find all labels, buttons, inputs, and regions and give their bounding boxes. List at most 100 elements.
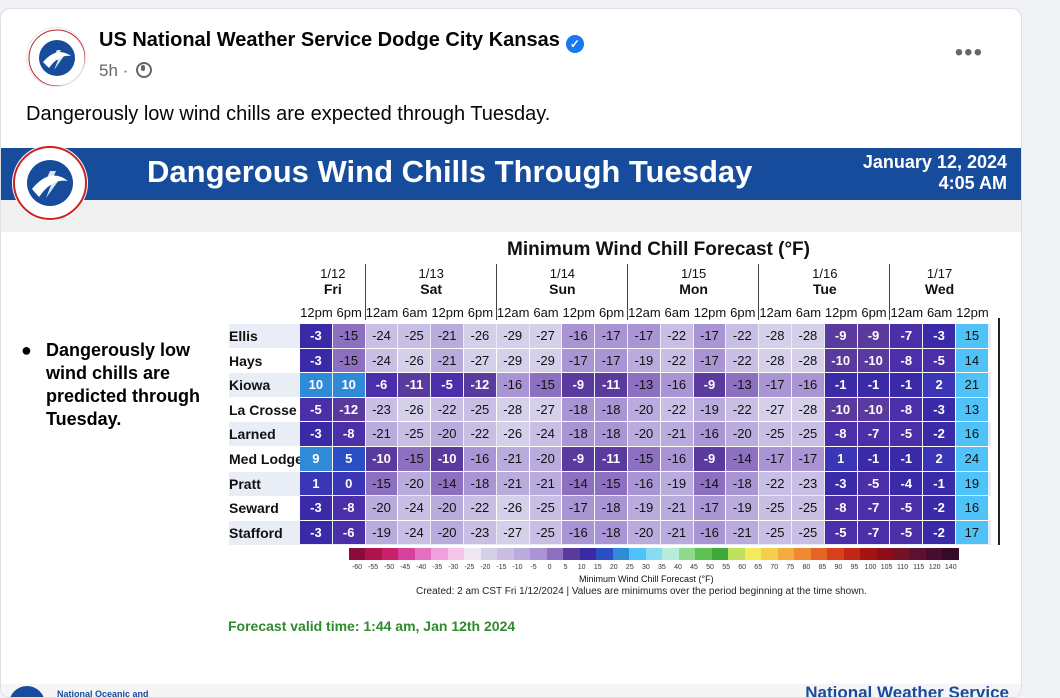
table-cell: 2 xyxy=(923,447,955,471)
scale-tick-label: -60 xyxy=(351,564,363,571)
table-cell: -7 xyxy=(890,324,923,348)
table-cell: -14 xyxy=(562,471,595,496)
table-cell: -9 xyxy=(824,324,857,348)
hour-header: 12am xyxy=(890,305,924,320)
hour-header: 12am xyxy=(759,305,792,320)
table-cell: -14 xyxy=(431,471,463,496)
day-date: 1/17 xyxy=(926,266,953,281)
table-cell: -6 xyxy=(365,373,398,397)
table-cell: 24 xyxy=(956,447,988,471)
graphic-date-time: 4:05 AM xyxy=(938,173,1007,193)
table-cell: -25 xyxy=(398,324,431,348)
table-cell: -12 xyxy=(332,397,365,422)
table-cell: -15 xyxy=(595,471,627,496)
scale-swatch xyxy=(876,548,893,560)
scale-swatch xyxy=(728,548,745,560)
table-cell: 0 xyxy=(332,471,365,496)
table-cell: 17 xyxy=(956,520,988,545)
scale-tick-label: 110 xyxy=(897,564,909,571)
color-scale xyxy=(349,548,959,560)
more-options-icon[interactable]: ••• xyxy=(954,39,983,66)
table-cell: -5 xyxy=(890,496,923,520)
scale-swatch xyxy=(530,548,547,560)
hour-header: 12am xyxy=(496,305,530,320)
table-cell: -25 xyxy=(759,520,791,545)
table-cell: -1 xyxy=(890,447,923,471)
hour-header: 6am xyxy=(926,305,953,320)
table-cell: -19 xyxy=(365,520,398,545)
scale-tick-label: 35 xyxy=(658,564,666,571)
scale-tick-label: 50 xyxy=(706,564,714,571)
table-cell: -2 xyxy=(923,422,955,446)
day-header-wed: 1/17 Wed xyxy=(890,266,988,297)
scale-tick-label: 105 xyxy=(880,564,893,571)
table-cell: -25 xyxy=(529,520,562,545)
verified-badge-icon: ✓ xyxy=(565,35,584,53)
table-cell: -10 xyxy=(824,348,857,373)
table-cell: -23 xyxy=(365,397,398,422)
table-cell: -18 xyxy=(595,397,627,422)
table-cell: -17 xyxy=(759,447,791,471)
table-cell: -8 xyxy=(824,496,857,520)
table-cell: -3 xyxy=(300,496,332,520)
bullet-text: Dangerously low wind chills are predicte… xyxy=(46,340,200,429)
hour-header: 6am xyxy=(533,305,559,320)
table-cell: -25 xyxy=(464,397,496,422)
row-label: Stafford xyxy=(229,524,283,541)
table-cell: -7 xyxy=(857,496,890,520)
table-cell: -21 xyxy=(496,471,529,496)
day-name: Fri xyxy=(323,281,342,297)
scale-swatch xyxy=(480,548,498,560)
scale-swatch xyxy=(596,548,613,560)
row-label: Seward xyxy=(229,500,279,517)
wind-chill-graphic[interactable]: Dangerous Wind Chills Through Tuesday Ja… xyxy=(1,145,1021,697)
hour-header: 12pm xyxy=(562,305,596,320)
scale-tick-label: 140 xyxy=(944,564,957,571)
scale-tick-label: -5 xyxy=(530,564,537,571)
facebook-post: US National Weather Service Dodge City K… xyxy=(0,8,1022,698)
table-cell: -4 xyxy=(890,471,923,496)
table-cell: -18 xyxy=(595,496,627,520)
table-cell: -9 xyxy=(562,373,595,397)
table-cell: -21 xyxy=(365,422,398,446)
table-cell: -19 xyxy=(660,471,693,496)
scale-tick-label: -30 xyxy=(448,564,459,571)
post-meta: 5h · xyxy=(99,61,153,81)
table-cell: -21 xyxy=(431,324,463,348)
post-author[interactable]: US National Weather Service Dodge City K… xyxy=(99,29,584,53)
table-cell: -27 xyxy=(529,397,562,422)
table-cell: -22 xyxy=(464,422,496,446)
table-cell: 19 xyxy=(956,471,988,496)
table-cell: -20 xyxy=(628,422,660,446)
table-cell: -16 xyxy=(693,520,726,545)
table-cell: -9 xyxy=(562,447,595,471)
table-cell: 21 xyxy=(956,373,988,397)
table-cell: -5 xyxy=(300,397,332,422)
table-cell: -1 xyxy=(857,373,890,397)
scale-tick-label: 30 xyxy=(641,564,650,571)
author-name[interactable]: US National Weather Service Dodge City K… xyxy=(99,29,560,51)
table-cell: -25 xyxy=(398,422,431,446)
table-cell: -20 xyxy=(431,422,463,446)
scale-swatch xyxy=(447,548,465,560)
scale-swatch xyxy=(579,548,597,560)
scale-tick-label: 0 xyxy=(547,564,552,571)
table-cell: -16 xyxy=(693,422,726,446)
table-cell: -11 xyxy=(398,373,431,397)
table-cell: -18 xyxy=(562,422,595,446)
day-name: Tue xyxy=(812,281,837,297)
row-label: Hays xyxy=(229,352,263,369)
table-cell: -29 xyxy=(496,348,529,373)
row-label: Larned xyxy=(229,426,276,443)
table-cell: -19 xyxy=(693,397,726,422)
scale-tick-label: 40 xyxy=(674,564,682,571)
scale-swatch xyxy=(365,548,382,560)
graphic-date: January 12, 2024 4:05 AM xyxy=(863,152,1007,194)
scale-swatch xyxy=(662,548,679,560)
table-cell: -25 xyxy=(529,496,562,520)
table-cell: -1 xyxy=(923,471,955,496)
nws-logo-avatar[interactable] xyxy=(26,27,86,87)
table-cell: -26 xyxy=(496,496,529,520)
post-time[interactable]: 5h xyxy=(99,61,118,80)
table-cell: -13 xyxy=(628,373,660,397)
